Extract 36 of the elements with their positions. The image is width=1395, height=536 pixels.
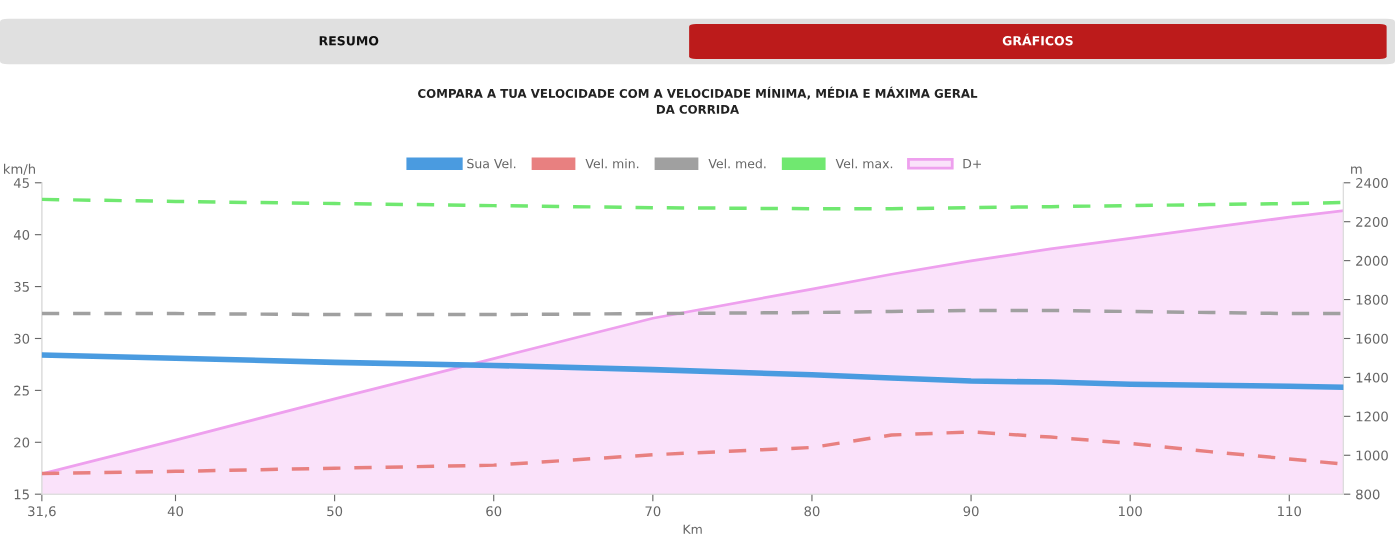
y2-tick-label: 2200: [1356, 216, 1388, 227]
legend-label: Sua Vel.: [467, 158, 516, 169]
y-tick-label: 40: [13, 229, 30, 240]
x-tick-label: 90: [963, 506, 979, 517]
x-tick-label: 31,6: [28, 506, 56, 518]
y2-tick-label: 1800: [1356, 294, 1388, 305]
x-axis-title: Km: [683, 524, 702, 534]
y2-tick-label: 1000: [1356, 450, 1388, 461]
legend-label: Vel. med.: [708, 158, 766, 169]
legend-label: Vel. max.: [835, 158, 893, 169]
y-tick-label: 25: [14, 385, 29, 396]
x-tick-label: 60: [486, 506, 502, 517]
y-tick-label: 20: [14, 437, 30, 448]
y-tick-label: 30: [14, 333, 30, 344]
y2-axis-title: m: [1351, 166, 1362, 174]
x-tick-label: 110: [1278, 506, 1301, 517]
text: GRÁFICOS: [1002, 33, 1073, 46]
y-tick-label: 15: [14, 489, 29, 500]
legend-label: Vel. min.: [585, 158, 639, 169]
y-axis-title: km/h: [4, 163, 35, 176]
y-tick-label: 45: [13, 178, 29, 188]
y2-tick-label: 1200: [1356, 411, 1388, 422]
y2-tick-label: 2400: [1356, 178, 1388, 188]
x-tick-label: 80: [804, 506, 820, 517]
y2-tick-label: 1600: [1356, 333, 1388, 344]
x-tick-label: 40: [167, 506, 184, 517]
x-tick-label: 70: [645, 506, 661, 517]
x-tick-label: 50: [327, 506, 343, 517]
x-tick-label: 100: [1119, 506, 1142, 517]
chart-title: COMPARA A TUA VELOCIDADE COM A VELOCIDADE MÍNIMA, MÉDIA E MÁXIMA GERAL DA CORRIDA: [418, 86, 978, 114]
y2-tick-label: 800: [1356, 489, 1380, 500]
y2-tick-label: 1400: [1356, 372, 1388, 383]
legend-label: D+: [963, 159, 981, 169]
text: RESUMO: [319, 35, 379, 46]
y2-tick-label: 2000: [1356, 255, 1388, 266]
y-tick-label: 35: [14, 281, 29, 292]
